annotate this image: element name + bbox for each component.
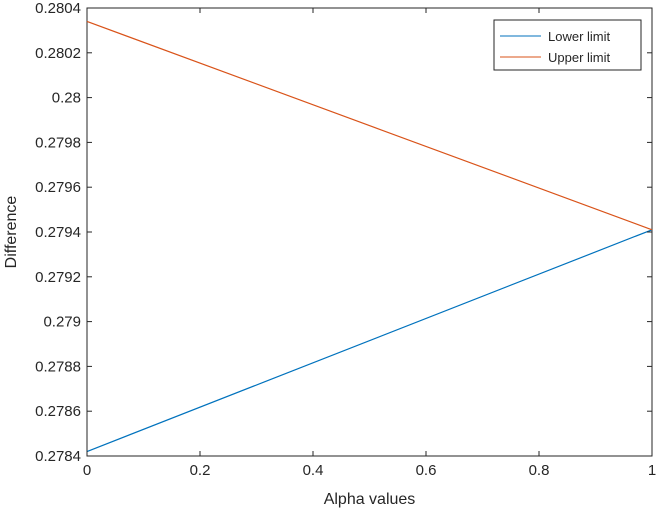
series-line-lower-limit: [86, 229, 653, 453]
x-tick-label: 0.2: [190, 462, 211, 479]
y-tick-label: 0.2804: [35, 0, 81, 17]
x-axis-title: Alpha values: [324, 491, 416, 508]
y-tick-label: 0.2788: [35, 358, 81, 375]
ticks-layer: 0 0.2 0.4 0.6 0.8 1 0.2784 0.2786 0.2788 0.279 0.2…: [35, 0, 656, 479]
y-tick-label: 0.28: [52, 90, 81, 107]
legend-label-lower-limit: Lower limit: [548, 29, 611, 44]
y-tick-label: 0.279: [43, 314, 81, 331]
series-layer: [86, 20, 653, 453]
y-tick-label: 0.2792: [35, 269, 81, 286]
y-tick-label: 0.2802: [35, 45, 81, 62]
legend-label-upper-limit: Upper limit: [548, 50, 611, 65]
y-tick-label: 0.2794: [35, 224, 81, 241]
x-tick-label: 0.6: [416, 462, 437, 479]
y-tick-label: 0.2798: [35, 134, 81, 151]
x-tick-label: 0.8: [529, 462, 550, 479]
legend-box: [493, 19, 642, 71]
x-tick-label: 1: [648, 462, 656, 479]
y-tick-label: 0.2784: [35, 448, 81, 465]
y-axis-title: Difference: [3, 196, 20, 269]
y-tick-label: 0.2796: [35, 179, 81, 196]
plot-area: [86, 7, 653, 457]
x-tick-label: 0.4: [303, 462, 324, 479]
x-tick-label: 0: [83, 462, 91, 479]
y-tick-label: 0.2786: [35, 403, 81, 420]
legend: Lower limit Upper limit: [493, 19, 642, 71]
series-line-upper-limit: [86, 20, 653, 231]
